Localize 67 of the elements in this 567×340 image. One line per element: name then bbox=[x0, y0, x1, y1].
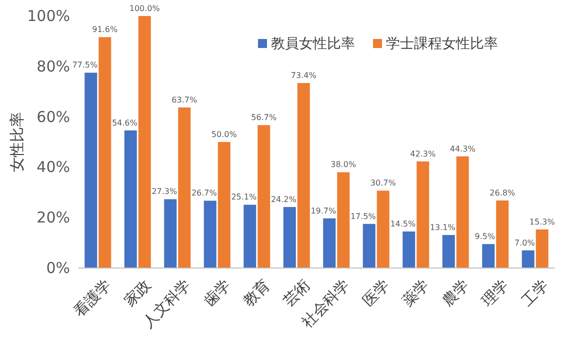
data-label: 17.5% bbox=[350, 212, 376, 221]
data-label: 26.8% bbox=[490, 188, 516, 198]
data-label: 56.7% bbox=[251, 113, 277, 122]
bar bbox=[402, 231, 416, 268]
bar bbox=[84, 72, 98, 268]
legend-label: 教員女性比率 bbox=[271, 36, 355, 52]
y-tick-label: 20% bbox=[36, 208, 70, 227]
data-label: 91.6% bbox=[92, 25, 118, 34]
bar bbox=[522, 250, 534, 268]
bar bbox=[138, 16, 151, 268]
x-tick-label: 歯学 bbox=[200, 276, 234, 310]
x-tick-label: 芸術 bbox=[279, 276, 314, 310]
data-label: 30.7% bbox=[370, 178, 396, 188]
data-label: 14.5% bbox=[390, 219, 416, 228]
bar bbox=[178, 107, 191, 268]
data-label: 44.3% bbox=[450, 144, 476, 154]
data-label: 25.1% bbox=[231, 192, 258, 202]
bar bbox=[258, 125, 270, 268]
bar bbox=[297, 83, 310, 268]
y-tick-label: 60% bbox=[36, 108, 70, 126]
data-label: 38.0% bbox=[330, 160, 356, 170]
bar bbox=[124, 130, 137, 268]
bar bbox=[362, 224, 376, 268]
bar bbox=[98, 37, 112, 268]
y-axis-title: 女性比率 bbox=[8, 112, 26, 172]
data-label: 19.7% bbox=[310, 206, 337, 216]
data-label: 24.2% bbox=[270, 195, 297, 204]
y-tick-label: 100% bbox=[27, 7, 70, 25]
x-tick-label: 薬学 bbox=[398, 276, 433, 310]
data-label: 42.3% bbox=[410, 149, 436, 158]
y-tick-label: 80% bbox=[36, 57, 70, 76]
data-label: 27.3% bbox=[152, 187, 178, 196]
data-label: 50.0% bbox=[211, 130, 238, 139]
bar bbox=[416, 161, 430, 268]
data-label: 9.5% bbox=[474, 232, 496, 242]
y-tick-label: 40% bbox=[36, 158, 70, 176]
bar bbox=[164, 199, 177, 268]
y-tick-label: 0% bbox=[46, 259, 70, 277]
data-label: 26.7% bbox=[191, 188, 218, 198]
x-tick-label: 理学 bbox=[478, 276, 512, 310]
data-label: 73.4% bbox=[290, 71, 317, 80]
bar bbox=[376, 190, 390, 268]
data-label: 77.5% bbox=[72, 60, 98, 70]
data-label: 7.0% bbox=[514, 238, 536, 248]
x-tick-label: 教育 bbox=[240, 276, 274, 310]
data-label: 100.0% bbox=[129, 4, 160, 13]
data-label: 13.1% bbox=[430, 222, 456, 232]
x-tick-label: 工学 bbox=[518, 276, 552, 310]
bar bbox=[244, 204, 256, 268]
bar bbox=[218, 142, 230, 268]
bar bbox=[442, 234, 455, 268]
bar bbox=[204, 200, 216, 268]
x-tick-label: 医学 bbox=[358, 276, 393, 310]
x-tick-label: 看護学 bbox=[70, 276, 115, 321]
bar bbox=[456, 156, 469, 268]
bar bbox=[323, 218, 336, 268]
bar bbox=[482, 244, 495, 268]
data-label: 63.7% bbox=[172, 95, 198, 104]
data-label: 54.6% bbox=[112, 118, 138, 128]
bar bbox=[496, 200, 509, 268]
data-label: 15.3% bbox=[529, 217, 556, 226]
bar bbox=[283, 207, 296, 268]
legend-label: 学士課程女性比率 bbox=[386, 36, 498, 52]
x-tick-label: 家政 bbox=[120, 276, 154, 310]
bar bbox=[337, 172, 350, 268]
x-tick-label: 農学 bbox=[438, 276, 472, 310]
bar bbox=[536, 229, 548, 268]
